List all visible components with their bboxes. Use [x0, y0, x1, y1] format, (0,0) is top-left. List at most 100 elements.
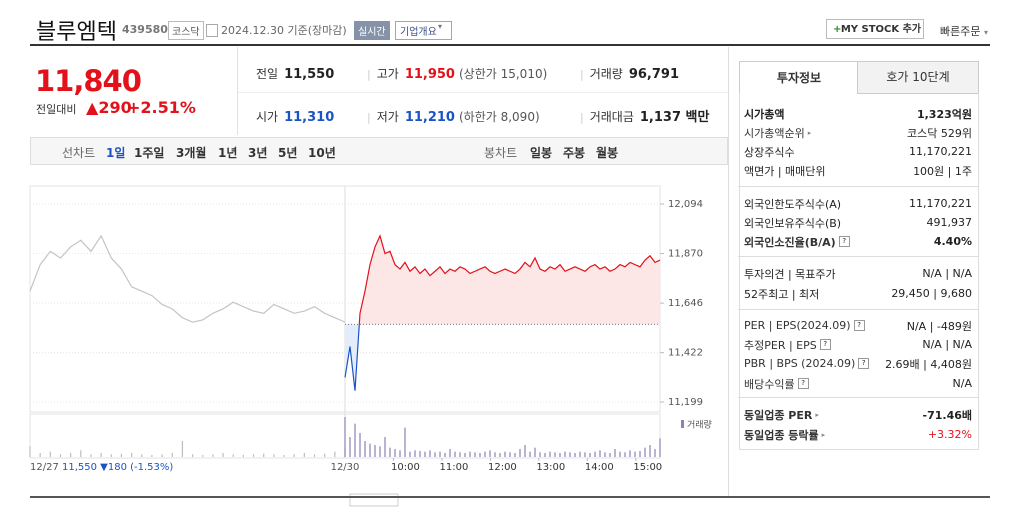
invest-row: 액면가 | 매매단위 100원 | 1주: [744, 161, 972, 180]
invest-value: -71.46배: [922, 408, 972, 422]
quick-order[interactable]: 빠른주문 ▾: [940, 23, 988, 39]
cell-value: 11,950: [404, 67, 455, 82]
help-icon: ?: [858, 358, 870, 369]
cell-value: 11,210: [404, 110, 455, 125]
volume-bar: [534, 447, 536, 457]
chart-tab: 10년: [308, 146, 336, 160]
row-divider: [238, 92, 728, 93]
help-icon: ?: [797, 378, 809, 389]
invest-label: PER | EPS(2024.09): [744, 319, 851, 332]
volume-bar: [273, 454, 275, 457]
cell-bar: |: [580, 68, 584, 81]
invest-row: 동일업종 등락률 ▸ +3.32%: [744, 425, 972, 444]
volume-bar: [293, 454, 295, 457]
volume-bar: [639, 451, 641, 457]
y-tick-label: 12,094: [668, 199, 703, 210]
invest-row: 동일업종 PER ▸ -71.46배: [744, 405, 972, 424]
current-price: 11,840: [35, 64, 142, 98]
label-wrap: 외국인한도주식수(A): [744, 196, 841, 212]
volume-bar: [599, 450, 601, 457]
arrow: ▸: [815, 410, 819, 419]
volume-bar: [494, 452, 496, 457]
volume-bar: [110, 454, 112, 457]
separator: [738, 186, 978, 187]
cell-bar: |: [367, 111, 371, 124]
volume-bar: [151, 455, 153, 457]
volume-bar: [141, 454, 143, 457]
arrow: ▸: [821, 430, 826, 439]
invest-value: 29,450 | 9,680: [891, 287, 972, 300]
chart-tab: 1주일: [134, 146, 165, 160]
volume-bar: [564, 451, 566, 457]
quick-order-label: 빠른주문: [940, 25, 981, 38]
volume-bar: [39, 453, 41, 457]
chart-tab: 일봉: [530, 146, 553, 160]
summary-cell: 시가 11,310: [256, 106, 334, 125]
cell-label: 거래대금: [589, 110, 634, 124]
panel-box: [739, 93, 979, 450]
volume-bar: [354, 423, 356, 457]
summary-cell: | 고가 11,950 (상한가 15,010): [367, 63, 547, 82]
volume-bar: [444, 453, 446, 457]
x-tick-label: 13:00: [536, 462, 565, 473]
volume-bar: [554, 452, 556, 457]
realtime-badge[interactable]: 실시간: [354, 21, 390, 40]
invest-label: 시가총액: [744, 107, 785, 121]
volume-bar: [59, 454, 62, 457]
dropdown-arrow: ▾: [438, 22, 443, 31]
cell-bar: |: [580, 111, 584, 124]
prev-date: 12/27: [30, 462, 59, 473]
separator: [738, 256, 978, 257]
invest-label: PBR | BPS (2024.09): [744, 357, 856, 370]
volume-bar: [604, 452, 606, 457]
invest-row: 외국인보유주식수(B) 491,937: [744, 213, 972, 232]
invest-value: 2.69배 | 4,408원: [885, 357, 972, 371]
tab-invest[interactable]: 투자정보: [739, 61, 859, 94]
volume-bar: [222, 453, 224, 457]
company-info[interactable]: 기업개요: [395, 21, 452, 40]
invest-label: 추정PER | EPS: [744, 338, 817, 352]
label-wrap: 액면가 | 매매단위: [744, 163, 826, 179]
volume-bar: [379, 446, 381, 457]
volume-legend: 거래량: [687, 419, 712, 431]
volume-bar: [399, 450, 401, 457]
tab-orderbook[interactable]: 호가 10단계: [857, 61, 979, 94]
invest-label: 배당수익률: [744, 377, 795, 391]
volume-bar: [334, 451, 336, 457]
volume-bar: [454, 451, 456, 457]
volume-bar: [539, 452, 541, 457]
volume-bar: [191, 454, 194, 457]
invest-value: 100원 | 1주: [913, 164, 972, 178]
label-wrap: 외국인소진율(B/A)?: [744, 234, 850, 250]
help-icon: ?: [819, 339, 831, 350]
volume-bar: [374, 445, 376, 457]
volume-bar: [242, 455, 244, 457]
y-tick-label: 11,422: [668, 348, 703, 359]
y-tick-label: 11,646: [668, 298, 703, 309]
volume-bar: [439, 451, 441, 457]
volume-bar: [449, 449, 451, 457]
invest-value: N/A: [952, 377, 972, 390]
volume-bar: [579, 451, 581, 457]
volume-bar: [324, 453, 326, 457]
volume-bar: [584, 452, 586, 457]
label-wrap: 배당수익률?: [744, 376, 809, 392]
volume-bar: [459, 452, 461, 457]
volume-bar: [549, 451, 551, 457]
mystock-button[interactable]: + MY STOCK 추가: [826, 19, 924, 39]
chart-tab: 1년: [218, 146, 238, 160]
volume-bar: [484, 451, 486, 457]
volume-bar: [100, 453, 102, 457]
invest-row: 52주최고 | 최저 29,450 | 9,680: [744, 284, 972, 303]
invest-label: 동일업종 PER: [744, 408, 813, 422]
cell-extra: (상한가 15,010): [458, 67, 548, 81]
label-wrap: 시가총액순위 ▸: [744, 125, 811, 141]
stock-name: 블루엠텍: [36, 20, 117, 45]
change: ▲290: [86, 98, 132, 117]
label-wrap: 동일업종 등락률 ▸: [744, 427, 825, 443]
invest-label: 외국인한도주식수(A): [744, 197, 842, 211]
chart-tab: 선차트: [62, 146, 96, 160]
cell-extra: (하한가 8,090): [458, 110, 540, 124]
invest-value: 491,937: [926, 216, 973, 229]
